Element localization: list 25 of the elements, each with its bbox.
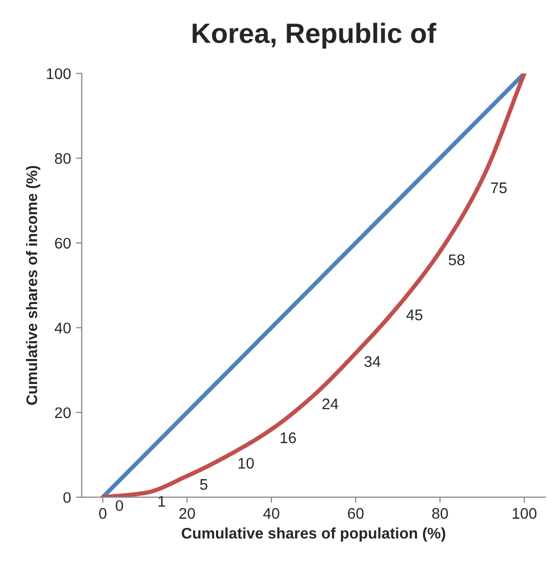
data-label: 1 bbox=[158, 496, 166, 507]
x-tick-label: 40 bbox=[263, 508, 280, 519]
data-label: 10 bbox=[238, 458, 254, 469]
y-tick-label: 100 bbox=[46, 68, 71, 80]
x-tick-label: 60 bbox=[348, 508, 364, 519]
y-axis-title: Cumulative shares of income (%) bbox=[26, 166, 40, 405]
data-label: 45 bbox=[406, 310, 422, 320]
x-tick-label: 80 bbox=[432, 508, 448, 519]
data-label: 34 bbox=[364, 356, 380, 367]
y-tick-label: 80 bbox=[54, 153, 71, 164]
data-label: 16 bbox=[280, 432, 296, 444]
data-label: 5 bbox=[200, 479, 208, 490]
x-tick-label: 100 bbox=[512, 508, 536, 519]
x-tick-label: 20 bbox=[179, 508, 195, 519]
x-tick-label: 0 bbox=[99, 508, 106, 519]
y-tick-label: 40 bbox=[54, 322, 71, 334]
chart-title: Korea, Republic of bbox=[192, 22, 436, 49]
y-tick-label: 20 bbox=[55, 407, 71, 418]
y-tick-label: 60 bbox=[55, 238, 71, 249]
x-axis-title: Cumulative shares of population (%) bbox=[182, 527, 446, 542]
data-label: 24 bbox=[322, 398, 338, 410]
data-label: 58 bbox=[448, 254, 464, 266]
data-label: 0 bbox=[116, 500, 124, 512]
data-label: 75 bbox=[491, 182, 507, 194]
y-tick-label: 0 bbox=[63, 492, 71, 503]
